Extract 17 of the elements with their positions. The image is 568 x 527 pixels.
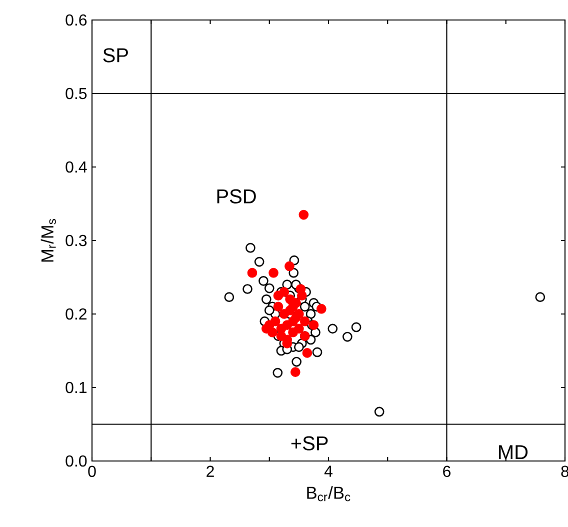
y-tick-label: 0.5 <box>66 88 87 100</box>
annotation: PSD <box>217 189 256 204</box>
y-tick-label: 0.0 <box>66 455 87 467</box>
annotation: MD <box>499 445 528 460</box>
x-tick-label: 0 <box>88 466 96 478</box>
x-axis-title: B$_{cr}$/B$_{c}$ <box>307 486 350 502</box>
x-tick-label: 6 <box>443 466 450 478</box>
y-tick-label: 0.1 <box>66 382 87 394</box>
y-tick-label: 0.2 <box>66 308 86 320</box>
annotation: SP <box>103 48 128 62</box>
x-tick-label: 2 <box>206 466 214 477</box>
y-tick-label: 0.3 <box>66 234 87 246</box>
x-tick-label: 4 <box>324 466 332 477</box>
y-tick-label: 0.4 <box>66 161 87 173</box>
y-tick-label: 0.6 <box>66 14 87 26</box>
annotation: +SP <box>291 436 328 450</box>
y-axis-title: M$_{r}$/M$_{s}$ <box>40 219 56 262</box>
